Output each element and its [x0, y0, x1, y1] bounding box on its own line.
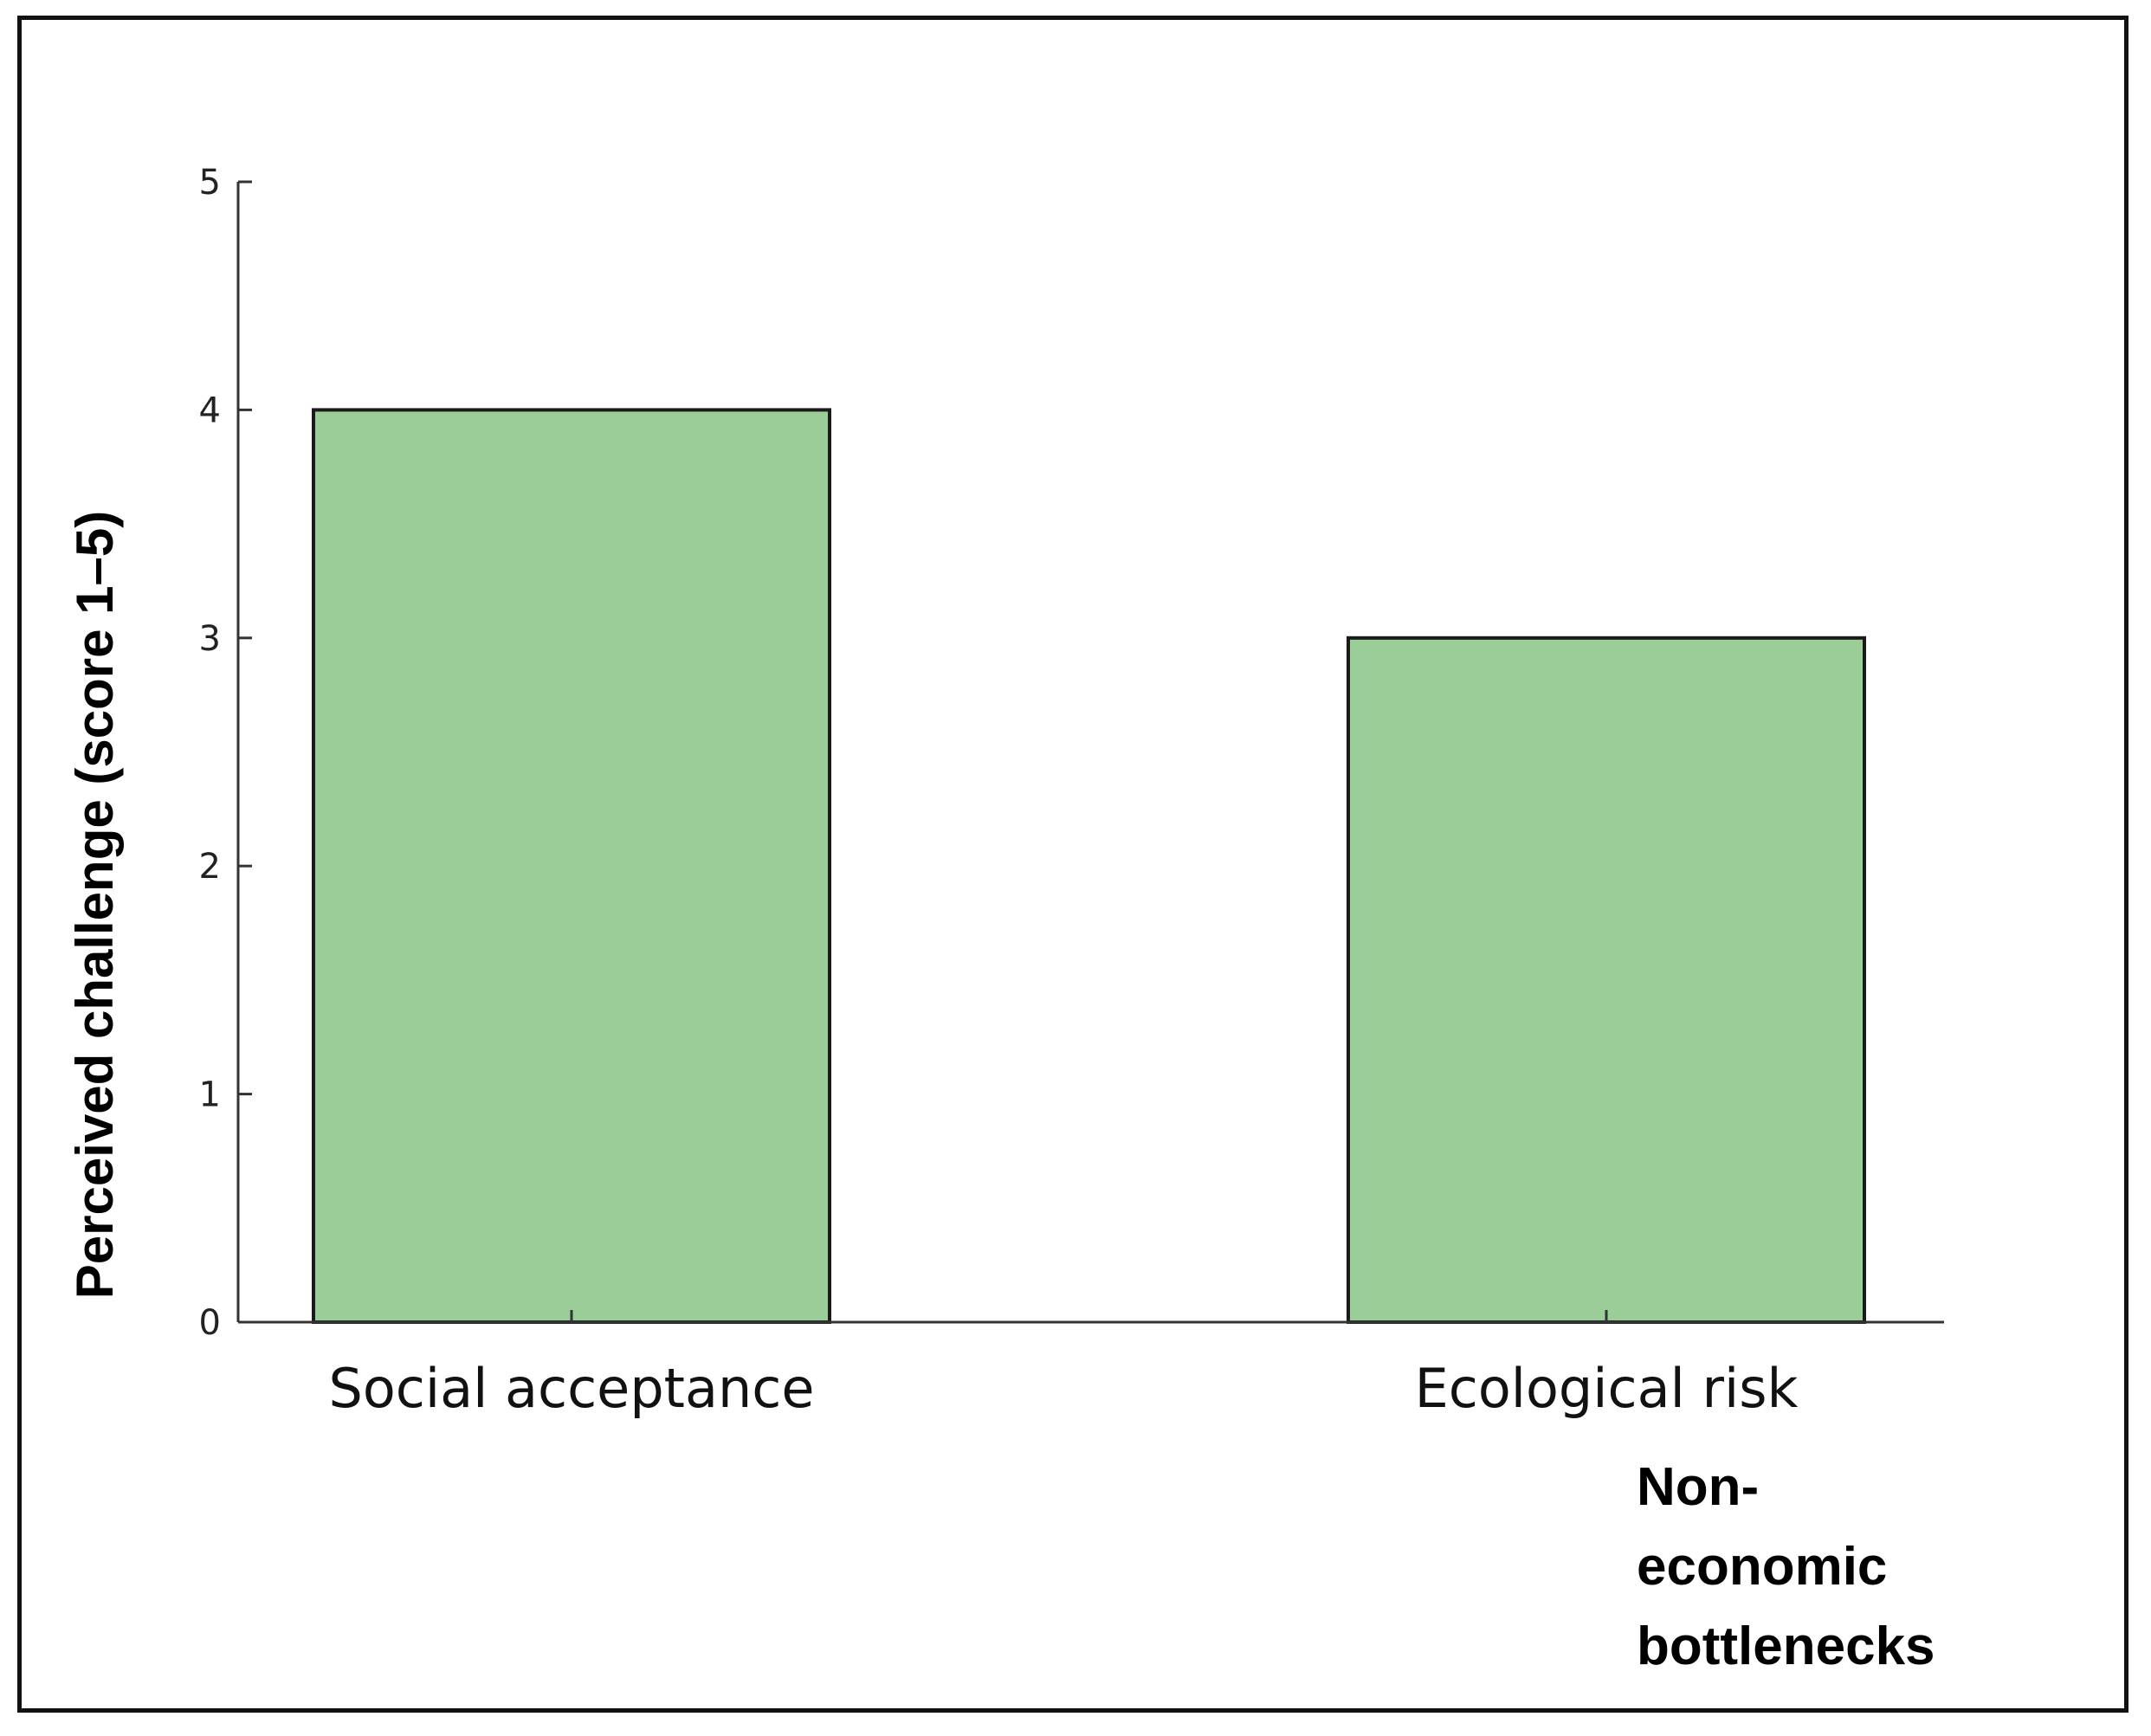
- x-axis-label-line: economic: [1637, 1537, 1888, 1597]
- y-tick-label: 1: [199, 1075, 221, 1115]
- x-category-labels: Social acceptance Ecological risk: [328, 1357, 1798, 1420]
- y-tick-label: 5: [199, 163, 221, 203]
- x-tick-label: Ecological risk: [1415, 1357, 1799, 1420]
- y-tick-label: 2: [199, 847, 221, 887]
- bars-group: [312, 408, 1866, 1324]
- bar-social-acceptance: [312, 408, 831, 1324]
- y-axis-label: Perceived challenge (score 1–5): [66, 511, 124, 1300]
- axes-group: [236, 182, 1944, 1324]
- y-tick-label: 0: [199, 1303, 221, 1343]
- x-axis-label-line: bottlenecks: [1637, 1617, 1935, 1676]
- y-ticks-group: 0 1 2 3 4 5: [199, 163, 252, 1343]
- y-tick-label: 4: [199, 390, 221, 430]
- x-tick-label: Social acceptance: [328, 1357, 814, 1420]
- y-tick-label: 3: [199, 619, 221, 659]
- x-axis-group-label: Non- economic bottlenecks: [1637, 1448, 2000, 1687]
- bar-ecological-risk: [1347, 636, 1866, 1324]
- x-axis-label-line: Non-: [1637, 1457, 1760, 1517]
